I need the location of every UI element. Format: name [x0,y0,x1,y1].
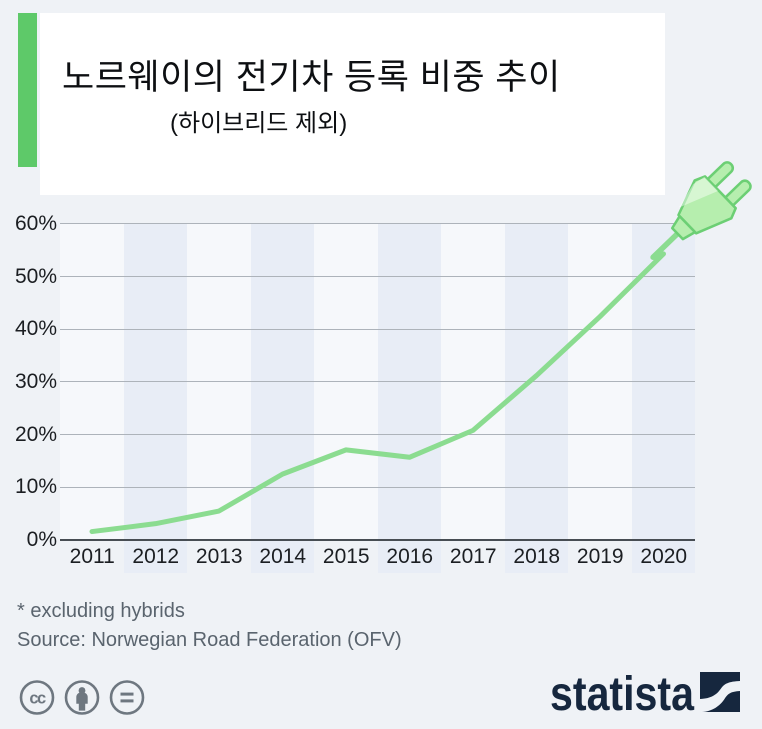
x-tick-label: 2011 [69,545,115,568]
license-icons[interactable]: cc [18,678,148,718]
cc-icon[interactable]: cc [19,680,55,715]
y-tick-label: 10% [14,475,57,499]
x-tick-label: 2018 [513,545,561,568]
source-line: Source: Norwegian Road Federation (OFV) [17,629,402,651]
x-axis-line [60,539,695,541]
x-tick-label: 2013 [195,545,243,568]
accent-bar [18,13,37,167]
x-tick-label: 2019 [576,545,624,568]
x-tick-label: 2020 [640,545,688,568]
x-tick-label: 2017 [449,545,497,568]
x-tick-label: 2012 [132,545,180,568]
y-tick-label: 30% [14,369,57,393]
y-tick-label: 20% [14,422,57,446]
y-tick-label: 50% [14,264,57,288]
title-card: 노르웨이의 전기차 등록 비중 추이 (하이브리드 제외) [40,13,665,195]
grid-line [60,434,695,436]
x-tick-label: 2014 [259,545,307,568]
grid-line [60,223,695,225]
no-derivatives-icon[interactable] [109,680,145,715]
statista-logo-mark [700,672,740,712]
svg-text:cc: cc [29,690,46,708]
y-tick-label: 40% [14,317,57,341]
attribution-icon[interactable] [64,680,100,715]
y-tick-label: 0% [26,528,57,551]
grid-line [60,328,695,330]
page-title: 노르웨이의 전기차 등록 비중 추이 [62,58,561,97]
statista-wordmark: statista [550,668,694,718]
statista-logo: statista [550,668,740,718]
x-tick-label: 2015 [322,545,370,568]
x-tick-label: 2016 [386,545,434,568]
grid-line [60,276,695,277]
grid-line [60,486,695,488]
page-subtitle: (하이브리드 제외) [170,110,348,137]
grid-line [60,381,695,383]
y-tick-label: 60% [14,211,57,235]
footnote: * excluding hybrids [17,600,185,622]
